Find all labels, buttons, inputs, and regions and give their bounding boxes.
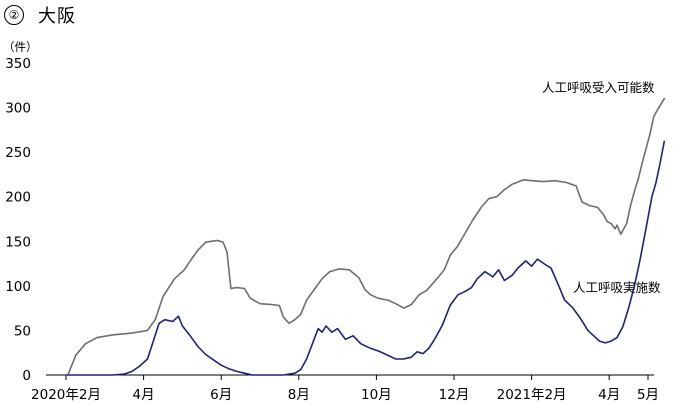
series-line-ventilator-capacity bbox=[67, 97, 666, 376]
y-tick-label: 350 bbox=[5, 56, 31, 72]
y-tick-label: 0 bbox=[22, 368, 31, 384]
y-tick-label: 150 bbox=[5, 234, 31, 250]
axes: 0 50 100 150 200 250 300 350 2020年2月 4月 6月 8月 10月 12月… bbox=[5, 56, 659, 403]
series-lines bbox=[67, 97, 666, 376]
y-tick-label: 200 bbox=[5, 190, 31, 206]
x-tick-label: 12月 bbox=[439, 387, 470, 403]
x-tick-label: 10月 bbox=[361, 387, 392, 403]
annotation-ventilator-usage: 人工呼吸実施数 bbox=[573, 280, 661, 295]
y-axis-unit-label: （件） bbox=[3, 40, 38, 54]
x-tick-label: 8月 bbox=[288, 387, 310, 403]
chart-title: 大阪 bbox=[38, 6, 76, 27]
section-number: ② bbox=[4, 5, 24, 25]
series-line-ventilator-usage bbox=[67, 140, 666, 376]
y-tick-label: 100 bbox=[5, 279, 31, 295]
x-tick-label: 2020年2月 bbox=[31, 387, 101, 403]
x-tick-label: 4月 bbox=[598, 387, 620, 403]
x-tick-label: 4月 bbox=[133, 387, 155, 403]
y-tick-label: 50 bbox=[14, 323, 31, 339]
x-tick-label: 2021年2月 bbox=[497, 387, 567, 403]
chart-heading: ② 大阪 bbox=[4, 2, 76, 28]
y-tick-label: 300 bbox=[5, 101, 31, 117]
x-tick-label: 5月 bbox=[637, 387, 659, 403]
y-tick-label: 250 bbox=[5, 145, 31, 161]
annotation-ventilator-capacity: 人工呼吸受入可能数 bbox=[542, 80, 655, 95]
x-tick-label: 6月 bbox=[210, 387, 232, 403]
